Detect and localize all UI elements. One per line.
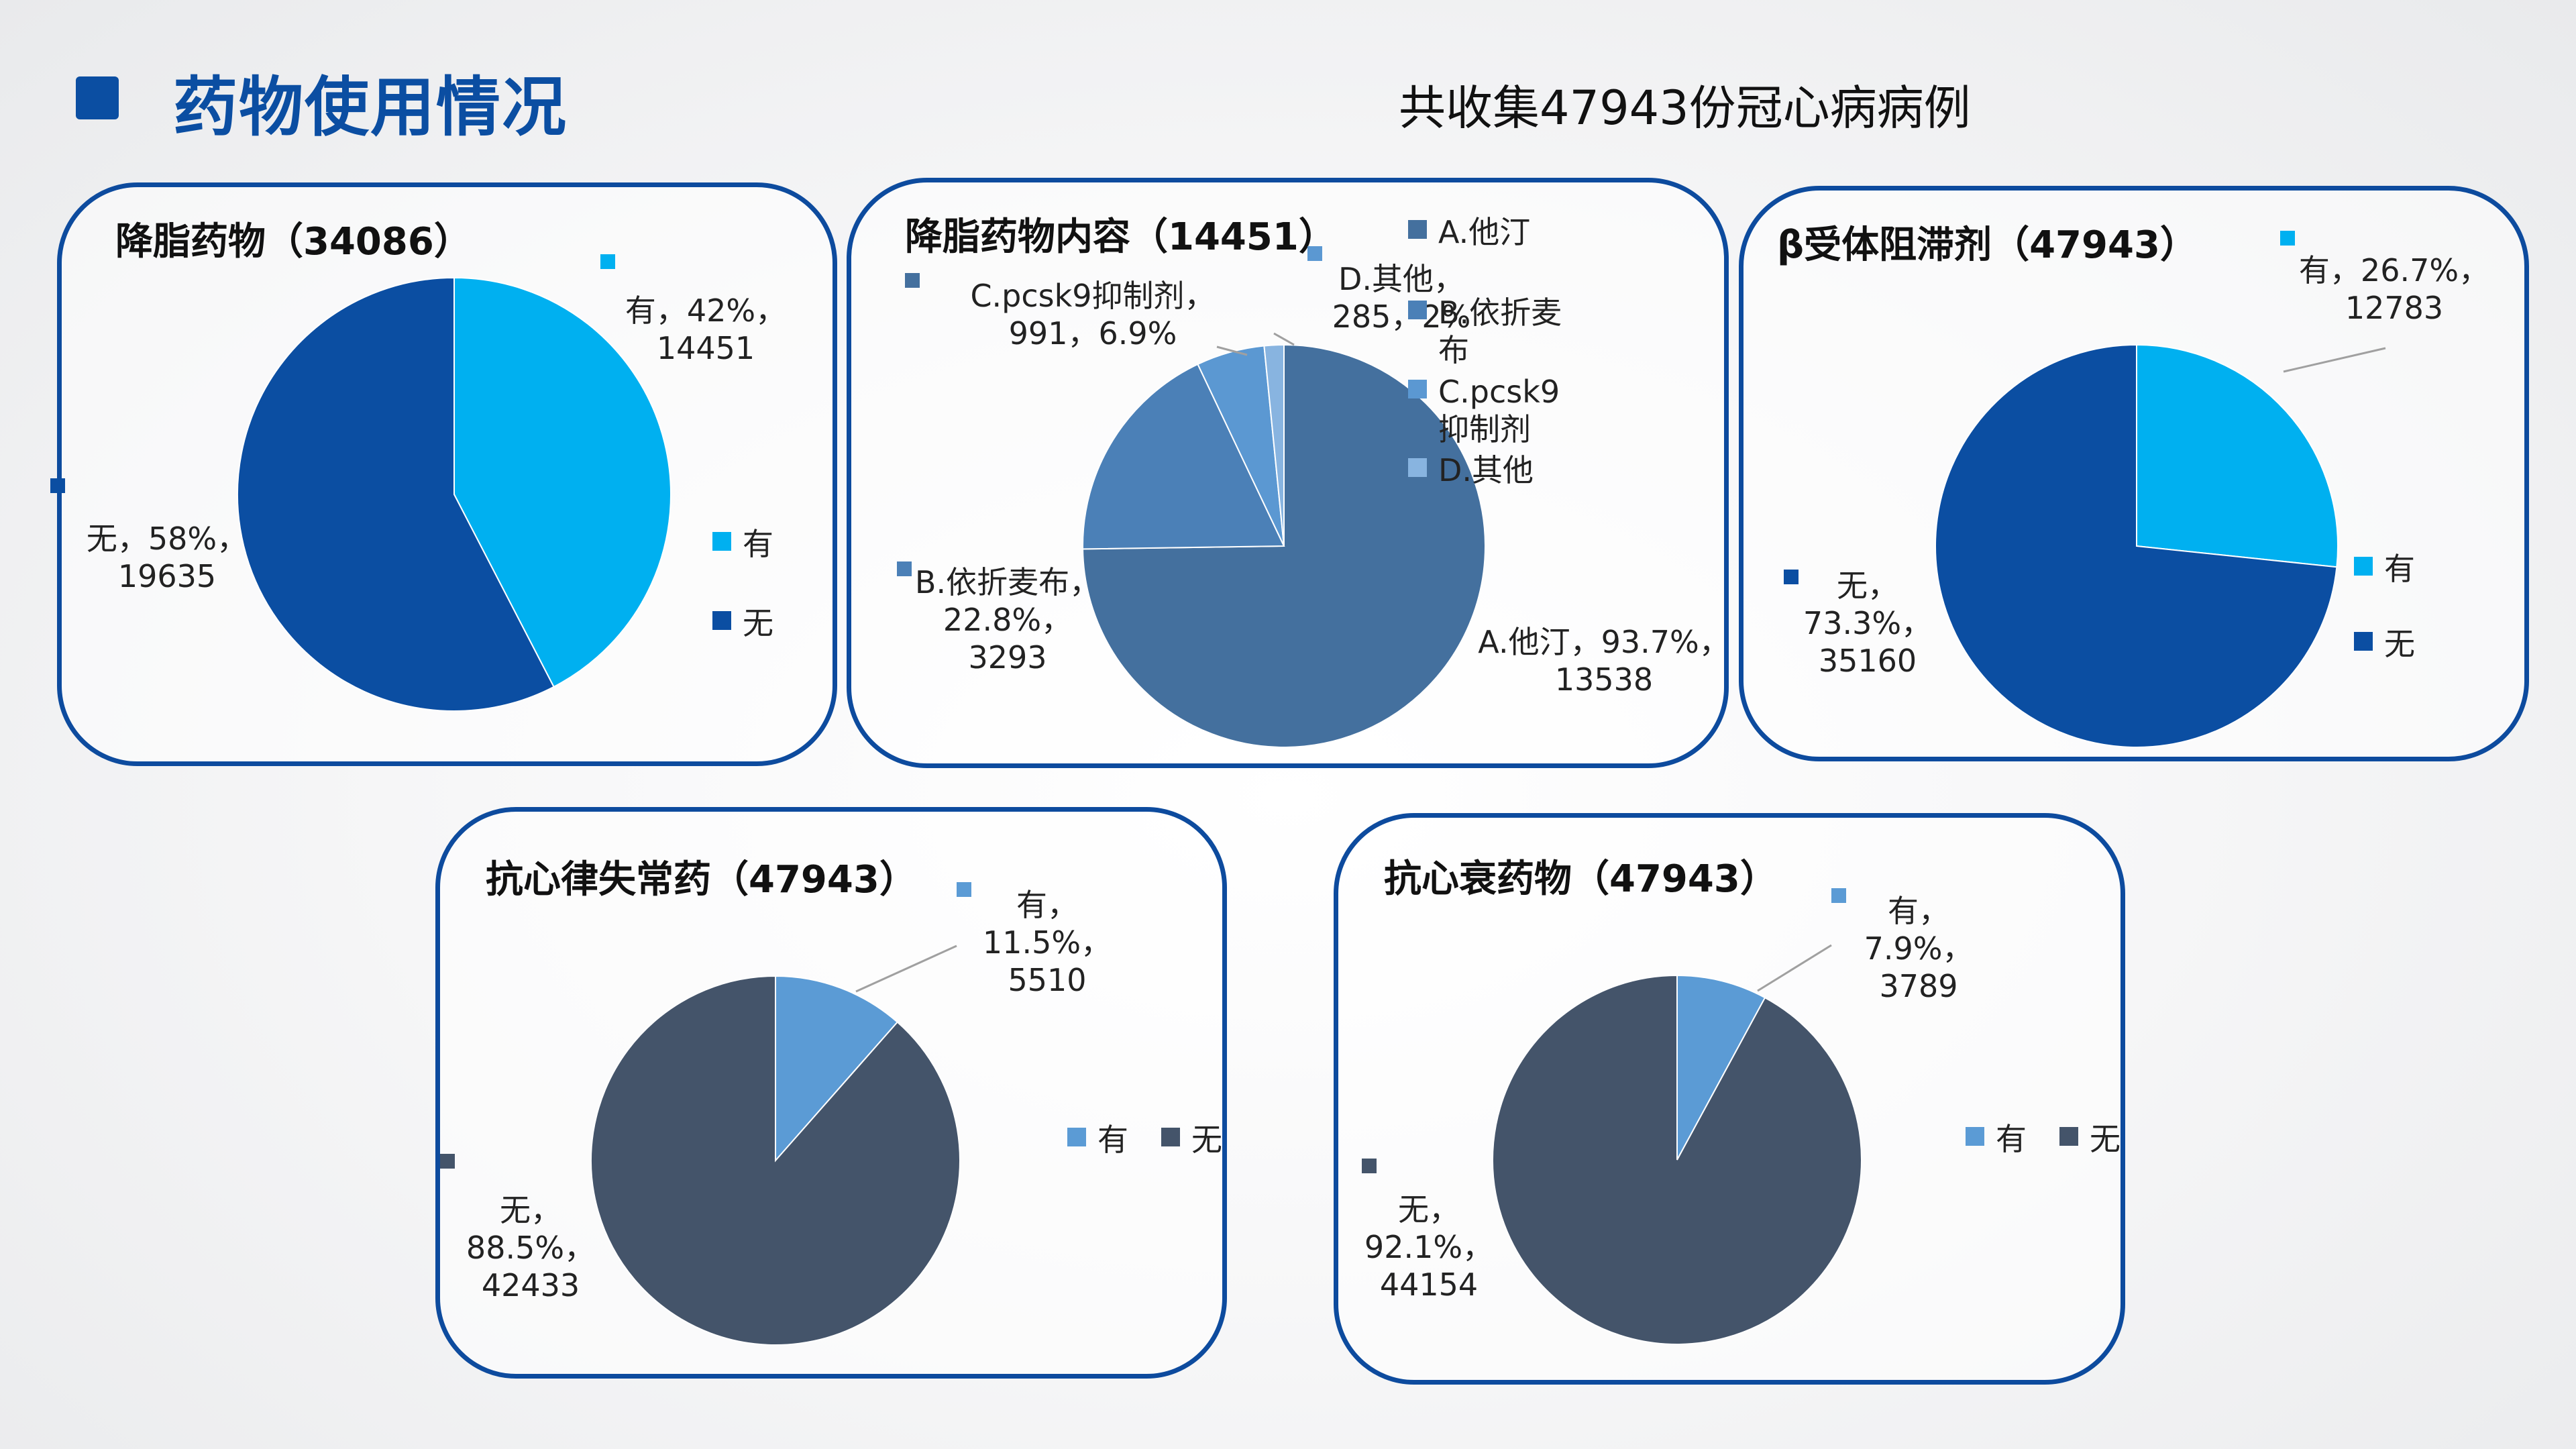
label-key-icon — [600, 254, 615, 269]
data-label: D.其他， 285，2% — [1332, 261, 1471, 335]
pie-slice-1 — [1676, 974, 1766, 1161]
legend-swatch-icon — [2354, 557, 2373, 576]
legend-label: 有 — [1996, 1121, 2027, 1157]
chart-antiarrhythmic: 抗心律失常药（47943） 有， 11.5%， 5510 无， 88.5%， 42433 有 无 — [440, 858, 1222, 1346]
leader-line — [1757, 944, 1832, 992]
legend-swatch-icon — [1408, 301, 1427, 319]
chart-title: 抗心衰药物（47943） — [1384, 857, 1778, 901]
label-key-icon — [957, 882, 971, 897]
legend-label: B.依折麦布 — [1438, 294, 1562, 368]
leader-line — [2283, 347, 2386, 373]
legend-swatch-icon — [2354, 632, 2373, 651]
data-label: 有， 11.5%， 5510 — [983, 887, 1112, 998]
legend-swatch-icon — [1408, 458, 1427, 477]
label-key-icon — [2280, 231, 2295, 246]
pie-slice-2 — [237, 276, 555, 712]
pie-slice-1 — [775, 975, 899, 1163]
chart-title: 降脂药物内容（14451） — [905, 215, 1336, 259]
legend-label: 有 — [743, 526, 773, 562]
chart-title: β受体阻滞剂（47943） — [1777, 223, 2198, 267]
chart-panel-lipid: 降脂药物（34086） 有，42%， 14451 无，58%， 19635 有无 — [57, 182, 837, 766]
pie-slice-2 — [1082, 363, 1285, 550]
pie-slice-2 — [1935, 343, 2338, 748]
chart-panel-antiarrhythmic: 抗心律失常药（47943） 有， 11.5%， 5510 无， 88.5%， 42433 有 无 — [435, 807, 1227, 1379]
data-label: A.他汀，93.7%， 13538 — [1478, 624, 1729, 698]
label-key-icon — [1784, 570, 1799, 584]
label-key-icon — [1362, 1159, 1377, 1173]
chart-panel-beta-blocker: β受体阻滞剂（47943） 有，26.7%， 12783 无， 73.3%， 35160 有… — [1739, 186, 2529, 761]
chart-lipid: 降脂药物（34086） 有，42%， 14451 无，58%， 19635 有无 — [87, 220, 786, 712]
chart-title: 降脂药物（34086） — [115, 220, 472, 264]
legend-label: 无 — [743, 605, 773, 641]
chart-panel-lipid-content: 降脂药物内容（14451） A.他汀，93.7%， 13538 B.依折麦布， 22.8… — [847, 178, 1730, 768]
legend-label: 无 — [2384, 626, 2415, 662]
legend-swatch-icon — [1408, 220, 1427, 239]
chart-panel-heart-failure: 抗心衰药物（47943） 有， 7.9%， 3789 无， 92.1%， 44154 有 无 — [1334, 813, 2125, 1385]
legend-swatch-icon — [1966, 1127, 1984, 1146]
legend-label: C.pcsk9 抑制剂 — [1438, 374, 1560, 447]
left-edge-marker-icon — [50, 478, 65, 493]
page-subtitle: 共收集47943份冠心病病例 — [1399, 80, 1971, 136]
legend-label: 有 — [2384, 551, 2415, 587]
chart-lipid-content: 降脂药物内容（14451） A.他汀，93.7%， 13538 B.依折麦布， 22.8… — [897, 214, 1730, 748]
label-key-icon — [905, 273, 920, 288]
data-label: 无，58%， 19635 — [87, 521, 248, 594]
legend-label: A.他汀 — [1438, 214, 1530, 250]
legend-label: 有 — [1097, 1122, 1128, 1158]
pie-slice-1 — [453, 276, 672, 688]
legend-label: 无 — [2090, 1121, 2121, 1157]
data-label: 有， 7.9%， 3789 — [1864, 893, 1974, 1004]
data-label: 无， 92.1%， 44154 — [1364, 1191, 1493, 1303]
pie-slice-4 — [1263, 343, 1285, 547]
label-key-icon — [1307, 246, 1322, 261]
data-label: C.pcsk9抑制剂， 991，6.9% — [970, 278, 1215, 352]
legend-swatch-icon — [712, 532, 731, 551]
legend-swatch-icon — [1161, 1128, 1180, 1146]
chart-title: 抗心律失常药（47943） — [486, 858, 917, 902]
legend-swatch-icon — [712, 611, 731, 630]
data-label: 无， 73.3%， 35160 — [1803, 568, 1932, 679]
legend-swatch-icon — [1408, 380, 1427, 398]
legend-label: 无 — [1191, 1122, 1222, 1158]
label-key-icon — [440, 1154, 455, 1169]
legend-label: D.其他 — [1438, 452, 1534, 488]
legend-swatch-icon — [2059, 1127, 2078, 1146]
data-label: 有，26.7%， 12783 — [2299, 252, 2489, 326]
label-key-icon — [897, 561, 912, 576]
leader-line — [1216, 345, 1248, 356]
leader-line — [1273, 332, 1295, 346]
leader-line — [855, 945, 957, 993]
title-square-icon — [76, 76, 119, 119]
legend-swatch-icon — [1067, 1128, 1086, 1146]
data-label: 无， 88.5%， 42433 — [466, 1192, 595, 1303]
data-label: B.依折麦布， 22.8%， 3293 — [915, 564, 1100, 676]
page-title: 药物使用情况 — [173, 70, 568, 145]
pie-slice-1 — [2136, 343, 2339, 568]
chart-beta-blocker: β受体阻滞剂（47943） 有，26.7%， 12783 无， 73.3%， 35160 有… — [1777, 223, 2489, 748]
label-key-icon — [1831, 888, 1846, 903]
pie-slice-2 — [590, 975, 961, 1346]
pie-slice-2 — [1492, 974, 1862, 1345]
chart-heart-failure: 抗心衰药物（47943） 有， 7.9%， 3789 无， 92.1%， 44154 有 无 — [1362, 857, 2121, 1345]
data-label: 有，42%， 14451 — [625, 292, 786, 366]
